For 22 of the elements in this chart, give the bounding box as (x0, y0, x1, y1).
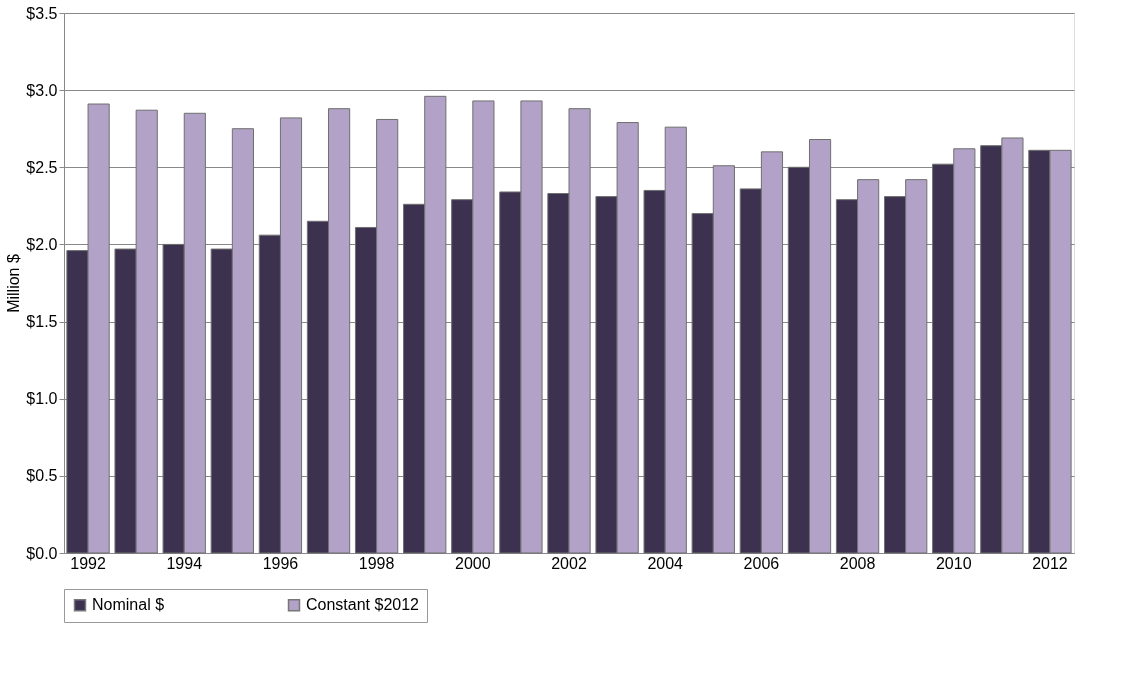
x-tick-label: 1998 (358, 554, 395, 572)
x-tick-label: 2012 (1032, 554, 1068, 572)
y-tick-label: $3.5 (26, 4, 58, 22)
legend-label: Constant $2012 (306, 596, 420, 614)
x-tick-label: 2002 (551, 554, 587, 572)
x-tick-label: 1996 (262, 554, 299, 572)
x-tick-label: 2004 (647, 554, 684, 572)
y-tick-label: $1.0 (26, 390, 58, 408)
x-tick-label: 1992 (70, 554, 106, 572)
x-tick-label: 2006 (743, 554, 780, 572)
x-tick-label: 1994 (166, 554, 203, 572)
x-tick-label: 2008 (839, 554, 876, 572)
y-tick-label: $1.5 (26, 313, 58, 331)
x-tick-label: 2010 (935, 554, 972, 572)
y-tick-label: $2.0 (26, 235, 58, 253)
y-tick-label: $0.5 (26, 467, 58, 485)
legend-label: Nominal $ (92, 596, 165, 614)
y-axis-title: Million $ (5, 254, 23, 313)
y-tick-label: $2.5 (26, 158, 58, 176)
y-tick-label: $3.0 (26, 81, 58, 99)
x-tick-label: 2000 (455, 554, 491, 572)
y-tick-label: $0.0 (26, 544, 58, 562)
